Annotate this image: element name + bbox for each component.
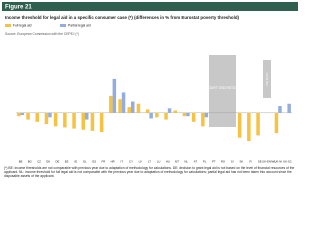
x-tick-label: UK-SC — [283, 160, 292, 164]
bar — [182, 112, 187, 117]
bar — [26, 112, 30, 120]
bar — [173, 110, 177, 113]
x-tick-label: BE — [19, 160, 23, 164]
bar — [85, 112, 89, 120]
x-tick-label: PL — [203, 160, 207, 164]
x-tick-label: SI — [231, 160, 234, 164]
bar — [186, 112, 190, 117]
footnote-box: (*) BE: income thresholds are not compar… — [4, 166, 295, 178]
bar — [81, 112, 85, 130]
x-tick-label: NL — [184, 160, 188, 164]
bar — [127, 107, 131, 113]
x-tick-label: BG — [28, 160, 32, 164]
x-tick-label: LT — [148, 160, 151, 164]
bar — [274, 112, 279, 134]
x-tick-label: IE — [74, 160, 77, 164]
x-tick-label: IT — [121, 160, 124, 164]
bar — [155, 112, 159, 118]
bar — [121, 92, 126, 113]
x-tick-label: FI — [249, 160, 252, 164]
source: Source: European Commission with the CEP… — [5, 32, 79, 36]
x-tick-label: UK-EN/WL — [262, 160, 276, 164]
bar — [53, 112, 58, 127]
bar — [112, 78, 117, 113]
x-tick-label: CY — [129, 160, 133, 164]
x-tick-label: DE — [55, 160, 59, 164]
legend-swatch — [5, 24, 11, 27]
bar — [17, 112, 21, 117]
legend-swatch — [60, 24, 66, 27]
bar — [247, 112, 251, 142]
chart-title: Income threshold for legal aid in a spec… — [5, 15, 240, 20]
bar — [287, 103, 291, 113]
chart: Figure 21 Income threshold for legal aid… — [2, 2, 298, 178]
x-tick-label: AT — [194, 160, 198, 164]
annotation: NO DATA — [265, 73, 269, 86]
legend-label: Full legal aid — [13, 24, 32, 28]
bar — [191, 112, 196, 122]
x-tick-label: SK — [240, 160, 244, 164]
annotation: COURT DISCRETION — [206, 86, 239, 90]
x-tick-label: PT — [212, 160, 216, 164]
x-tick-label: SE — [258, 160, 262, 164]
bar — [256, 112, 260, 136]
x-tick-label: HR — [111, 160, 115, 164]
no-data-box — [263, 60, 271, 98]
x-tick-label: LU — [157, 160, 161, 164]
footnote: (*) BE: income thresholds are not compar… — [4, 166, 295, 178]
bar — [109, 95, 113, 113]
bar — [204, 112, 209, 118]
legend-label: Partial legal aid — [68, 24, 91, 28]
bar — [278, 106, 282, 113]
bar — [118, 99, 122, 113]
x-tick-label: RO — [221, 160, 226, 164]
bar — [131, 101, 135, 113]
bar — [44, 112, 49, 125]
x-tick-label: MT — [175, 160, 179, 164]
bar — [35, 112, 39, 122]
figure-header — [2, 2, 298, 11]
x-tick-label: UK-NI — [274, 160, 282, 164]
bar — [63, 112, 67, 128]
bar — [237, 112, 242, 138]
bar — [145, 109, 150, 113]
bar — [72, 112, 76, 129]
x-tick-label: FR — [102, 160, 106, 164]
x-tick-label: ES — [92, 160, 96, 164]
x-tick-label: LV — [139, 160, 142, 164]
bar — [167, 108, 172, 113]
x-tick-label: CZ — [37, 160, 41, 164]
x-tick-label: EL — [83, 160, 87, 164]
bar — [99, 112, 104, 133]
bar — [201, 112, 205, 127]
figure-label: Figure 21 — [5, 4, 32, 10]
court-discretion-box — [209, 55, 236, 127]
bar — [136, 103, 141, 113]
x-tick-label: HU — [166, 160, 170, 164]
bar — [20, 112, 25, 116]
bar — [164, 112, 168, 120]
x-tick-label: DK — [46, 160, 50, 164]
bar — [48, 112, 52, 118]
bar — [90, 112, 95, 131]
bar — [149, 112, 153, 119]
x-tick-label: EE — [65, 160, 69, 164]
